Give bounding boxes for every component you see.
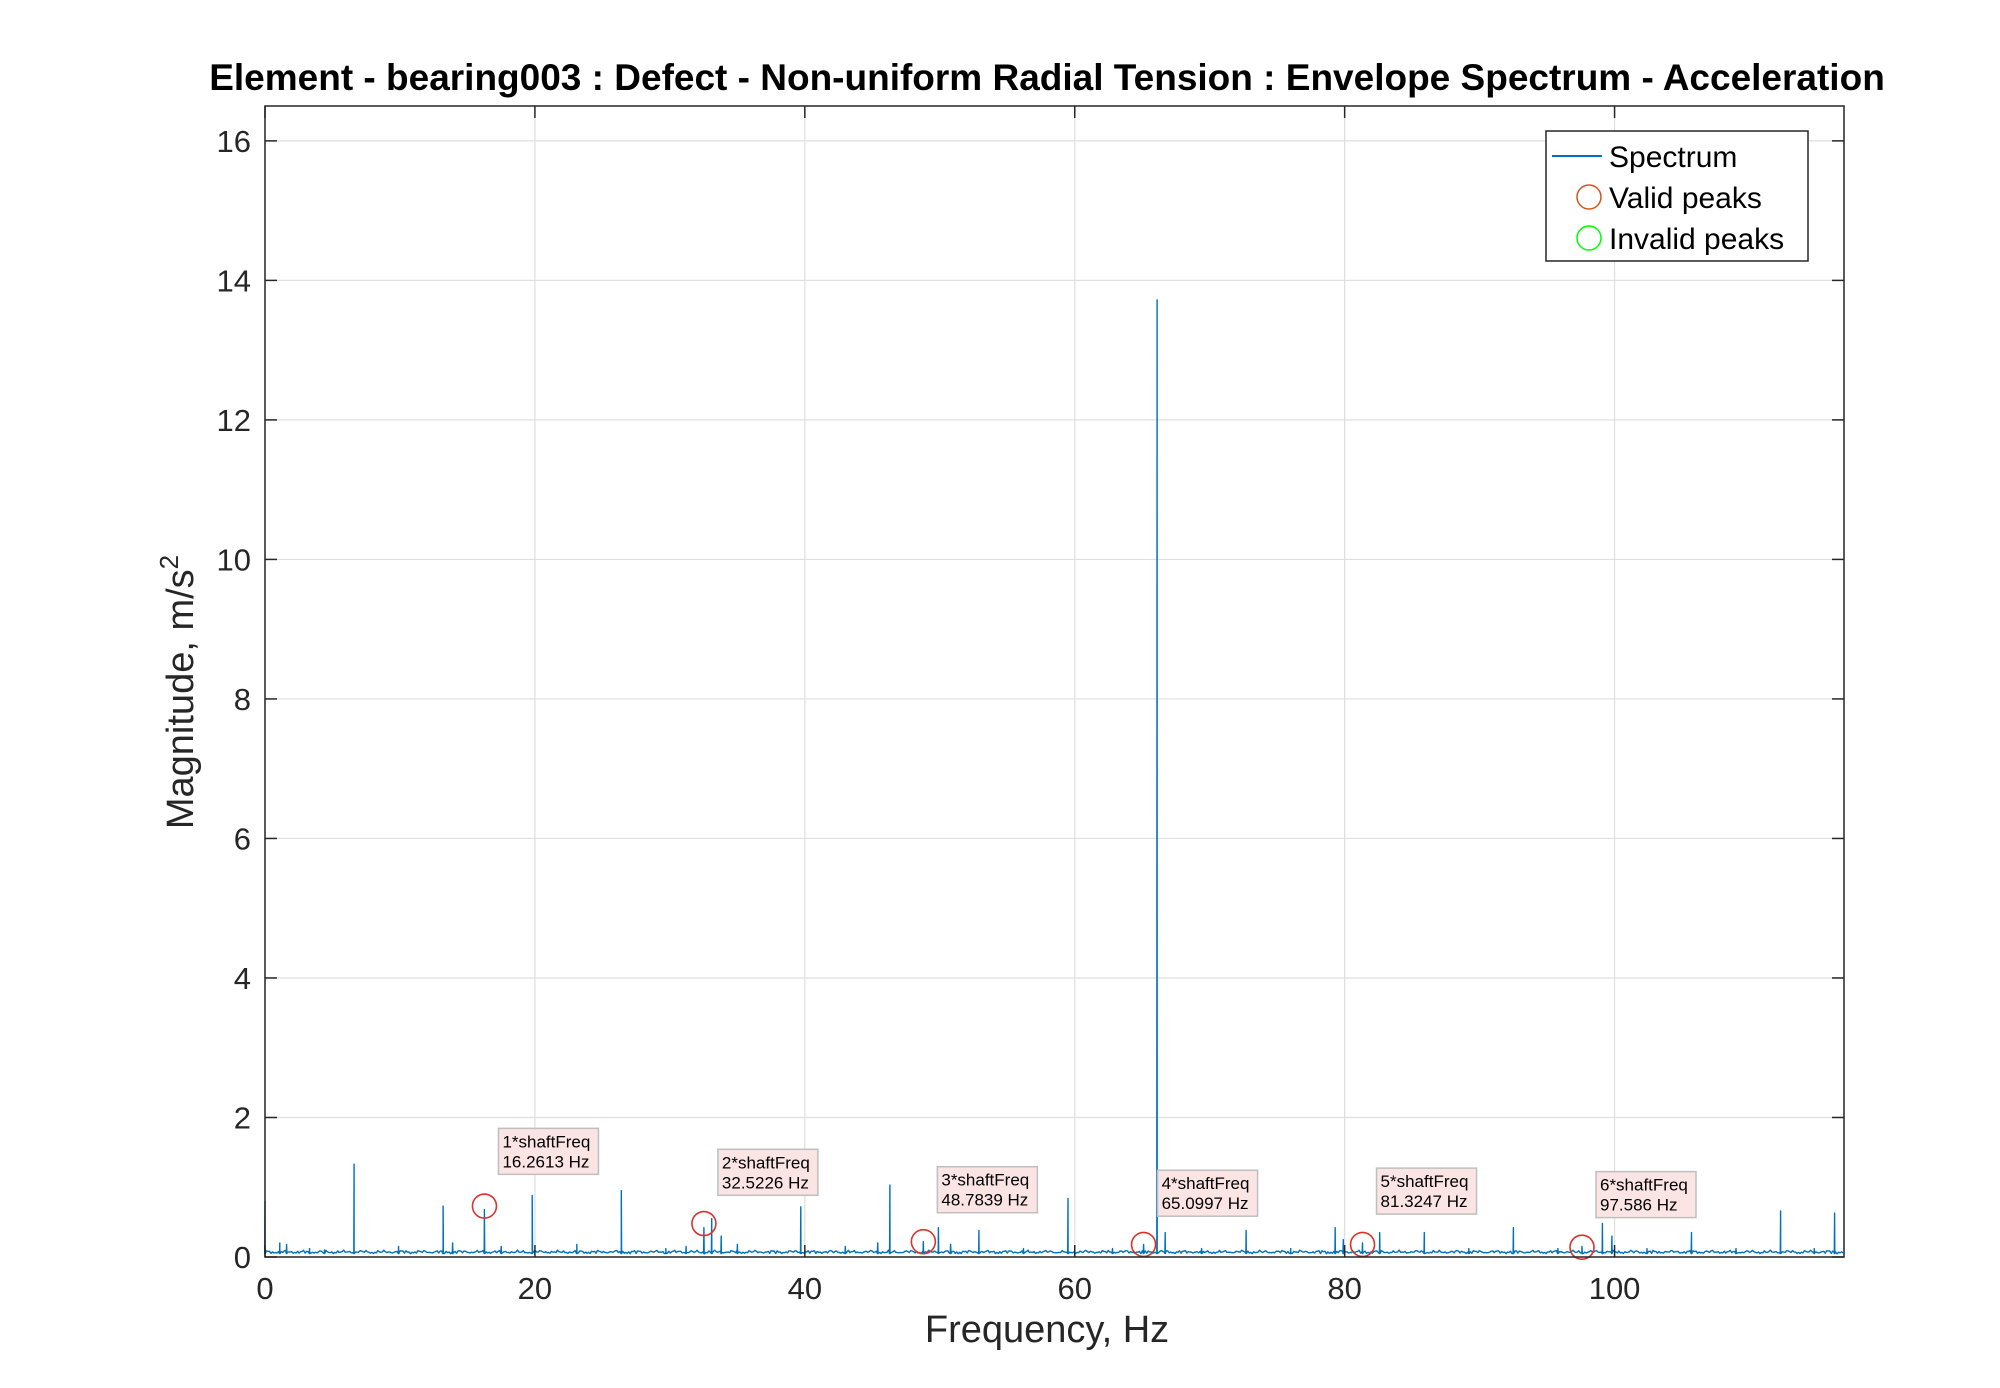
- y-axis-label-superscript: 2: [154, 555, 184, 569]
- spectrum-line: [264, 299, 1844, 1255]
- peak-annotation-frequency: 97.586 Hz: [1600, 1196, 1678, 1215]
- y-axis-label-main: Magnitude, m/s: [160, 569, 202, 829]
- x-tick-label: 40: [788, 1271, 822, 1306]
- legend-spectrum-label: Spectrum: [1609, 141, 1737, 174]
- legend: Spectrum Valid peaks Invalid peaks: [1545, 130, 1809, 262]
- y-tick-label: 12: [217, 403, 251, 438]
- peak-annotation-box: [936, 1165, 1039, 1214]
- chart-title: Element - bearing003 : Defect - Non-unif…: [209, 57, 1885, 98]
- valid-peak-marker: [1569, 1234, 1595, 1261]
- peak-annotation-name: 6*shaftFreq: [1600, 1176, 1688, 1195]
- peak-annotation-frequency: 65.0997 Hz: [1162, 1194, 1249, 1213]
- y-tick-label: 6: [234, 821, 251, 856]
- valid-peaks-series: [471, 1193, 1595, 1261]
- y-tick-label: 2: [234, 1100, 251, 1135]
- plot-frame: [264, 105, 1845, 1258]
- y-tick-label: 4: [234, 961, 251, 996]
- x-tick-label: 80: [1327, 1271, 1361, 1306]
- peak-annotation-name: 2*shaftFreq: [722, 1153, 810, 1172]
- legend-invalid-peaks-label: Invalid peaks: [1609, 223, 1784, 256]
- legend-invalid-peaks-marker: [1576, 225, 1602, 251]
- valid-peak-marker: [691, 1210, 717, 1237]
- legend-valid-peaks-label: Valid peaks: [1609, 182, 1762, 215]
- valid-peak-marker: [910, 1228, 937, 1255]
- legend-box: [1545, 130, 1809, 262]
- x-tick-label: 100: [1589, 1271, 1641, 1306]
- legend-valid-peaks-marker: [1576, 184, 1602, 210]
- peak-annotation-frequency: 16.2613 Hz: [502, 1152, 589, 1171]
- grid: [264, 106, 1844, 1258]
- peak-annotation-frequency: 48.7839 Hz: [941, 1191, 1028, 1210]
- peak-annotation-name: 3*shaftFreq: [941, 1171, 1029, 1190]
- peak-annotation-box: [717, 1148, 819, 1197]
- x-axis-label: Frequency, Hz: [925, 1309, 1169, 1351]
- x-tick-label: 60: [1058, 1271, 1092, 1306]
- x-tick-label: 20: [518, 1271, 552, 1306]
- x-tick-label: 0: [256, 1271, 273, 1306]
- peak-annotation-name: 5*shaftFreq: [1381, 1172, 1469, 1191]
- y-tick-label: 14: [217, 263, 251, 298]
- y-axis-label-group: Magnitude, m/s2: [154, 555, 202, 829]
- y-axis-label: Magnitude, m/s2: [154, 555, 202, 829]
- peak-annotation-box: [1595, 1170, 1697, 1219]
- axis-ticks: 0 20 40 60 80 100 0 2 4 6 8 10 12 14 16: [217, 106, 1844, 1306]
- peak-annotation-box: [1156, 1169, 1259, 1217]
- peak-annotation-box: [1375, 1167, 1478, 1215]
- peak-annotation-name: 1*shaftFreq: [502, 1132, 590, 1151]
- valid-peak-marker: [471, 1193, 498, 1219]
- peak-annotation-frequency: 81.3247 Hz: [1381, 1192, 1468, 1211]
- peak-annotation-name: 4*shaftFreq: [1162, 1174, 1250, 1193]
- y-tick-label: 10: [217, 542, 251, 577]
- y-tick-label: 0: [234, 1240, 251, 1275]
- plot-area: [265, 106, 1844, 1257]
- spectrum-series: [264, 299, 1844, 1255]
- peak-annotation-frequency: 32.5226 Hz: [722, 1173, 809, 1192]
- y-tick-label: 16: [217, 124, 251, 159]
- peak-annotation-box: [497, 1127, 600, 1176]
- y-tick-label: 8: [234, 682, 251, 717]
